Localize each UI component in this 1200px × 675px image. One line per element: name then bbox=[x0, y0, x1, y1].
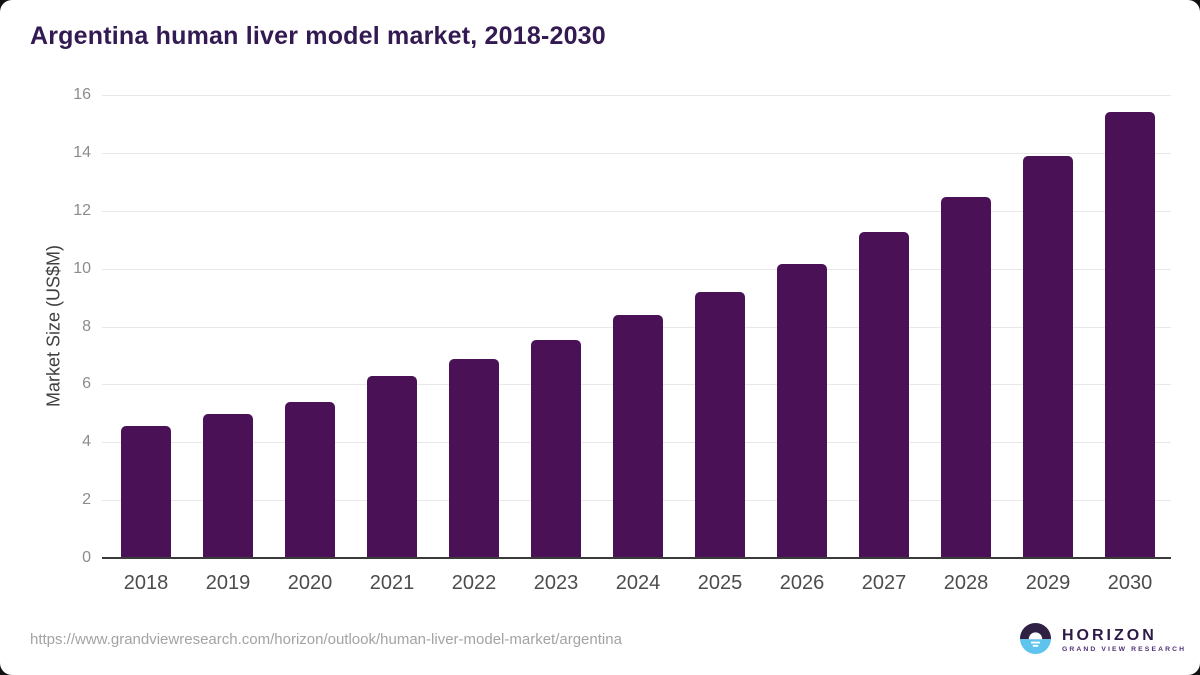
bar-2018[interactable] bbox=[121, 426, 171, 558]
chart-title: Argentina human liver model market, 2018… bbox=[30, 22, 606, 50]
bar-2027[interactable] bbox=[859, 231, 909, 558]
gridline-14 bbox=[102, 152, 1171, 154]
x-tick-label-2029: 2029 bbox=[1025, 572, 1071, 594]
y-tick-label-4: 4 bbox=[82, 433, 91, 451]
y-axis-title: Market Size (US$M) bbox=[43, 244, 64, 408]
x-tick-label-2018: 2018 bbox=[123, 572, 169, 594]
bar-2030[interactable] bbox=[1105, 112, 1155, 558]
x-tick-label-2027: 2027 bbox=[861, 572, 907, 594]
bar-2022[interactable] bbox=[449, 359, 499, 558]
bar-2021[interactable] bbox=[367, 375, 417, 558]
x-tick-label-2022: 2022 bbox=[451, 572, 497, 594]
source-url: https://www.grandviewresearch.com/horizo… bbox=[30, 631, 622, 648]
x-tick-label-2023: 2023 bbox=[533, 572, 579, 594]
y-tick-label-14: 14 bbox=[73, 143, 91, 161]
bar-2026[interactable] bbox=[777, 263, 827, 558]
x-tick-label-2019: 2019 bbox=[205, 572, 251, 594]
gridline-12 bbox=[102, 210, 1171, 212]
bar-2024[interactable] bbox=[613, 314, 663, 558]
x-axis-line bbox=[102, 557, 1171, 559]
y-tick-label-0: 0 bbox=[82, 549, 91, 566]
logo-name: HORIZON bbox=[1062, 627, 1157, 644]
x-tick-label-2025: 2025 bbox=[697, 572, 743, 594]
gridline-16 bbox=[102, 95, 1171, 96]
x-tick-label-2030: 2030 bbox=[1107, 572, 1153, 594]
bar-2029[interactable] bbox=[1023, 156, 1073, 558]
y-tick-label-10: 10 bbox=[73, 259, 91, 277]
bar-2019[interactable] bbox=[203, 414, 253, 558]
x-tick-label-2028: 2028 bbox=[943, 572, 989, 594]
logo-text: HORIZON GRAND VIEW RESEARCH bbox=[1062, 628, 1186, 654]
sun-horizon-icon bbox=[1020, 623, 1051, 659]
y-tick-label-16: 16 bbox=[73, 86, 91, 103]
y-tick-label-6: 6 bbox=[82, 375, 91, 393]
x-tick-label-2024: 2024 bbox=[615, 572, 661, 594]
y-tick-label-8: 8 bbox=[82, 317, 91, 335]
x-tick-label-2021: 2021 bbox=[369, 572, 415, 594]
bar-2028[interactable] bbox=[941, 196, 991, 558]
x-tick-label-2026: 2026 bbox=[779, 572, 825, 594]
x-tick-label-2020: 2020 bbox=[287, 572, 333, 594]
bar-2023[interactable] bbox=[531, 339, 581, 558]
y-tick-label-2: 2 bbox=[82, 491, 91, 509]
bar-2020[interactable] bbox=[285, 402, 335, 558]
gridline-10 bbox=[102, 268, 1171, 270]
logo-subtitle: GRAND VIEW RESEARCH bbox=[1062, 646, 1187, 653]
y-tick-label-12: 12 bbox=[73, 201, 91, 219]
horizon-logo: HORIZON GRAND VIEW RESEARCH bbox=[1020, 623, 1186, 659]
bar-2025[interactable] bbox=[695, 292, 745, 558]
